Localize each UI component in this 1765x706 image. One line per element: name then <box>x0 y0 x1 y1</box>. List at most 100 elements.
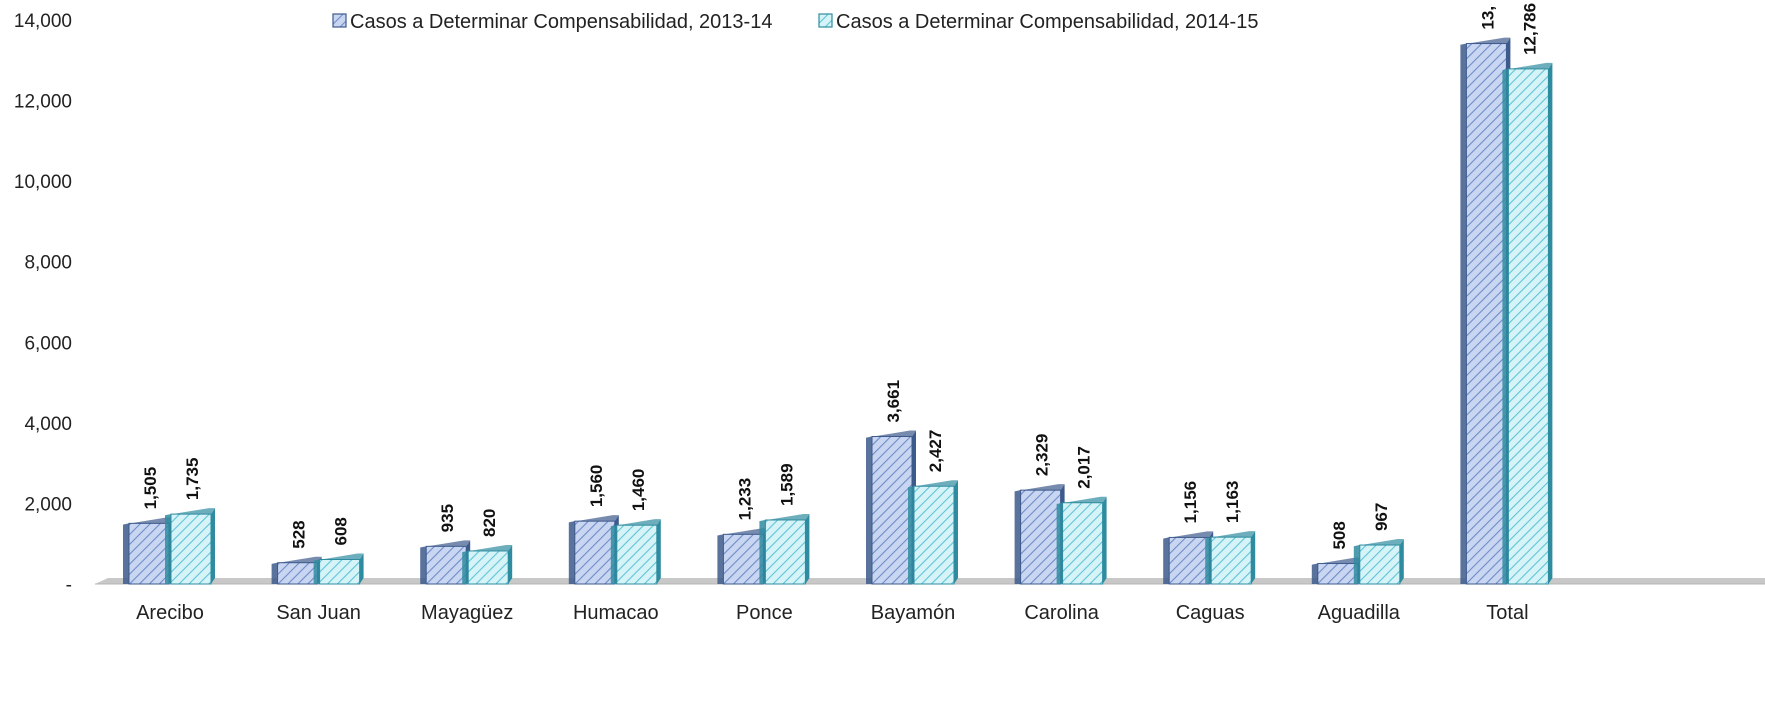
legend-label: Casos a Determinar Compensabilidad, 2014… <box>836 11 1258 33</box>
bar <box>165 508 215 585</box>
data-label: 935 <box>438 504 457 532</box>
bar-front-face <box>128 522 170 585</box>
bar <box>123 517 173 585</box>
data-label: 1,589 <box>777 463 796 506</box>
bar <box>1205 531 1256 585</box>
bar-top-face <box>1014 484 1065 492</box>
x-tick-label: Humacao <box>573 602 659 624</box>
bar-edge-face <box>123 523 129 584</box>
bar-front-face <box>277 562 319 585</box>
bar-top-face <box>271 556 322 564</box>
bar-top-face <box>1205 531 1256 539</box>
bar-edge-face <box>568 521 575 584</box>
bar-front-face <box>1168 536 1210 585</box>
bar-edge-face <box>313 559 320 584</box>
bar-edge-face <box>1353 545 1360 584</box>
data-label: 1,560 <box>587 465 606 508</box>
x-tick-label: Caguas <box>1176 602 1245 624</box>
data-label: 1,460 <box>629 469 648 512</box>
bar-top-face <box>717 528 768 536</box>
bar <box>1056 496 1107 585</box>
bar-front-face <box>764 519 806 585</box>
bar-side-face <box>954 480 958 584</box>
bar-side-face <box>1251 531 1256 584</box>
bar-top-face <box>866 430 916 438</box>
bar-edge-face <box>908 486 914 584</box>
data-label: 2,017 <box>1075 446 1094 489</box>
data-label: 2,329 <box>1033 434 1052 477</box>
bar-side-face <box>805 513 810 584</box>
data-label: 1,163 <box>1223 481 1242 524</box>
bar <box>1460 37 1511 585</box>
bar-top-face <box>1353 539 1404 547</box>
bar-side-face <box>1548 62 1553 584</box>
bar-front-face <box>722 533 764 585</box>
bar-edge-face <box>1460 43 1467 585</box>
x-tick-label: Total <box>1486 602 1528 624</box>
bar-front-face <box>913 485 955 585</box>
x-tick-label: Aguadilla <box>1318 602 1401 624</box>
bar-top-face <box>1460 37 1511 45</box>
bar-edge-face <box>1014 490 1021 584</box>
data-label: 820 <box>480 509 499 537</box>
y-tick-label: 6,000 <box>24 333 72 354</box>
bar-front-face <box>1210 536 1252 585</box>
data-label: 608 <box>332 517 351 545</box>
bar-front-face <box>1020 489 1062 585</box>
data-label: 1,233 <box>735 478 754 521</box>
bar-edge-face <box>462 550 469 584</box>
bar-front-face <box>616 524 658 585</box>
bar <box>759 513 810 585</box>
legend-swatch <box>332 13 347 28</box>
bar <box>1353 539 1404 585</box>
bar-top-face <box>759 513 810 522</box>
y-tick-label: - <box>66 575 72 596</box>
legend-label: Casos a Determinar Compensabilidad, 2013… <box>350 11 772 33</box>
bar-front-face <box>1507 68 1549 585</box>
bar <box>610 519 661 585</box>
data-label: 1,505 <box>141 467 160 510</box>
bar-top-face <box>1311 557 1362 565</box>
legend-entry: Casos a Determinar Compensabilidad, 2014… <box>818 11 1258 33</box>
y-tick-label: 12,000 <box>14 92 72 113</box>
bar-side-face <box>211 508 215 584</box>
data-label: 3,661 <box>884 380 903 423</box>
bar <box>462 544 513 585</box>
bar-edge-face <box>1163 537 1170 584</box>
data-label: 528 <box>290 520 309 548</box>
x-tick-label: Mayagüez <box>421 602 513 624</box>
bar-top-face <box>610 519 661 527</box>
legend-entry: Casos a Determinar Compensabilidad, 2013… <box>332 11 772 33</box>
bar-top-face <box>313 553 364 561</box>
bar-top-face <box>1163 531 1214 539</box>
bar <box>908 480 958 585</box>
bar-top-face <box>462 544 513 553</box>
bar-edge-face <box>420 546 427 584</box>
bar-top-face <box>165 508 215 516</box>
bar-top-face <box>123 517 173 525</box>
bar-front-face <box>467 550 509 585</box>
bar-top-face <box>1502 62 1553 71</box>
data-label: 967 <box>1372 503 1391 531</box>
bar-edge-face <box>610 525 617 584</box>
bar-edge-face <box>1502 68 1509 584</box>
bar <box>313 553 364 585</box>
y-tick-label: 10,000 <box>14 172 72 193</box>
bar-front-face <box>1317 563 1359 585</box>
y-tick-label: 4,000 <box>24 414 72 435</box>
bar-front-face <box>574 520 616 585</box>
bar <box>1163 531 1214 585</box>
data-label: 1,735 <box>183 458 202 501</box>
bar-edge-face <box>271 562 278 584</box>
data-label: 1,156 <box>1181 481 1200 524</box>
bar-top-face <box>1056 496 1107 504</box>
x-tick-label: Arecibo <box>136 602 204 624</box>
data-label: 13, <box>1478 6 1497 30</box>
bar-front-face <box>425 545 467 585</box>
bar-front-face <box>170 513 212 585</box>
bar-edge-face <box>165 514 171 584</box>
bar-side-face <box>1399 539 1404 584</box>
y-tick-label: 2,000 <box>24 494 72 515</box>
x-tick-label: Carolina <box>1024 602 1099 624</box>
